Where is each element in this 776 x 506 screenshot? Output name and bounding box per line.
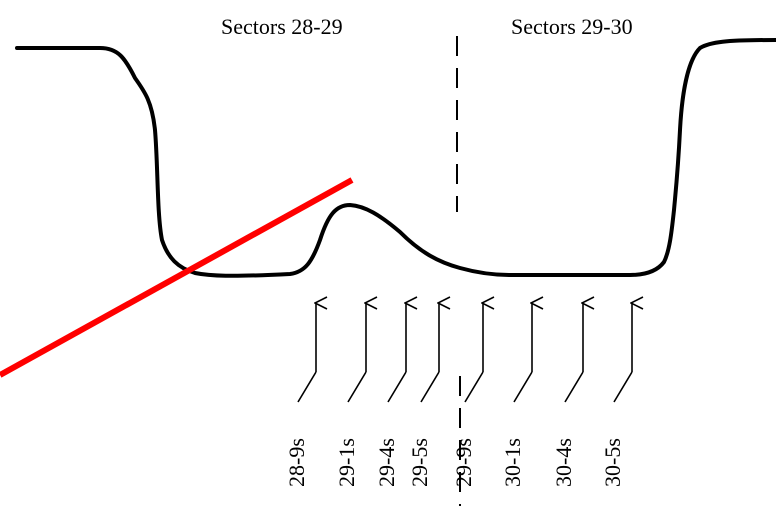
position-label-28-9s: 28-9s — [284, 438, 309, 487]
position-label-29-5s: 29-5s — [407, 438, 432, 487]
position-label-29-4s: 29-4s — [374, 438, 399, 487]
position-label-29-9s: 29-9s — [451, 438, 476, 487]
position-label-30-4s: 30-4s — [551, 438, 576, 487]
position-leader-29-4s — [387, 371, 407, 403]
position-leader-29-1s — [347, 371, 367, 403]
position-markers: 28-9s 29-1s 29-4s 29-5s 29-9s 30-1s 30-4s 30-5s — [284, 303, 632, 487]
section-label-29-30: Sectors 29-30 — [511, 14, 633, 39]
position-label-30-5s: 30-5s — [600, 438, 625, 487]
position-leader-30-5s — [613, 371, 633, 403]
position-leader-30-1s — [513, 371, 533, 403]
position-leader-29-9s — [464, 371, 484, 403]
position-label-29-1s: 29-1s — [334, 438, 359, 487]
red-reference-line — [0, 177, 354, 378]
surface-profile-curve — [15, 38, 776, 278]
position-leader-29-5s — [420, 371, 440, 403]
position-leader-28-9s — [297, 371, 317, 403]
position-leader-30-4s — [564, 371, 584, 403]
position-label-30-1s: 30-1s — [500, 438, 525, 487]
section-label-28-29: Sectors 28-29 — [221, 14, 343, 39]
